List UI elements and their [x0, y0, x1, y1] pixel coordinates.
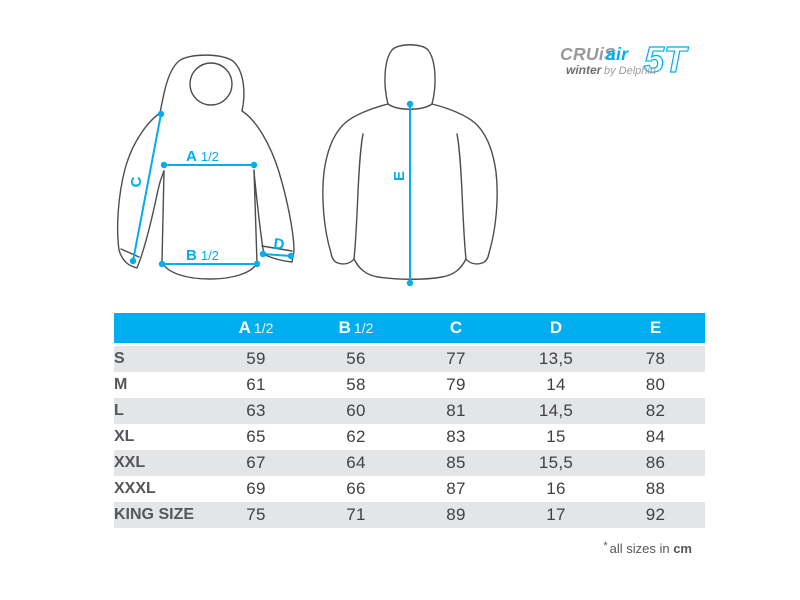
table-header-row: A 1/2 B 1/2 C D E [114, 313, 705, 346]
footnote-unit: cm [673, 541, 692, 556]
size-value-cell: 82 [645, 401, 666, 420]
measure-line-e: E [391, 100, 414, 287]
size-value-cell: 14,5 [538, 401, 574, 420]
size-value-cell: 83 [446, 427, 466, 446]
dimension-label-b: B 1/2 [186, 247, 219, 264]
size-row-label: S [114, 350, 125, 367]
size-value-cell: 60 [346, 401, 366, 420]
corner-header-cell [114, 313, 206, 346]
size-value-cell: 56 [346, 349, 366, 368]
measurement-diagram: A 1/2 B 1/2 C D E [116, 44, 498, 287]
size-value-cell: 67 [246, 453, 266, 472]
size-value-cell: 59 [246, 349, 266, 368]
dimension-label-c: C [128, 176, 145, 187]
size-value-cell: 13,5 [538, 349, 574, 368]
hood-opening [189, 62, 233, 106]
footnote-text: all sizes in [609, 541, 670, 556]
size-row-label: L [114, 402, 124, 419]
right-cuff-seam [261, 245, 293, 252]
size-value-cell: 61 [246, 375, 266, 394]
size-value-cell: 80 [645, 375, 666, 394]
size-value-cell: 62 [346, 427, 366, 446]
left-cuff-seam [120, 248, 140, 258]
size-value-cell: 14 [546, 375, 566, 394]
brand-logo: CRUiS air 5T winter by Delphin [560, 38, 690, 80]
size-value-cell: 58 [346, 375, 366, 394]
brand-tagline-winter: winter [566, 63, 603, 77]
size-table: A 1/2 B 1/2 C D E S 59 56 77 13,5 78 M 61 … [114, 313, 705, 528]
size-value-cell: 88 [645, 479, 666, 498]
size-value-cell: 89 [446, 505, 466, 524]
col-header-c: C [406, 313, 506, 346]
size-value-cell: 79 [446, 375, 466, 394]
col-header-d: D [506, 313, 606, 346]
table-row: KING SIZE 75 71 89 17 92 [114, 502, 705, 528]
measure-line-b: B 1/2 [158, 247, 261, 268]
size-value-cell: 86 [645, 453, 666, 472]
table-row: L 63 60 81 14,5 82 [114, 398, 705, 424]
measure-line-d: D [259, 235, 295, 260]
size-value-cell: 84 [645, 427, 666, 446]
col-header-e: E [606, 313, 705, 346]
size-value-cell: 92 [645, 505, 666, 524]
size-value-cell: 64 [346, 453, 366, 472]
size-value-cell: 63 [246, 401, 266, 420]
size-value-cell: 71 [346, 505, 366, 524]
size-row-label: M [114, 376, 128, 393]
brand-name-gray: CRUiS [560, 44, 616, 64]
size-value-cell: 81 [446, 401, 466, 420]
size-value-cell: 16 [546, 479, 566, 498]
size-row-label: XXXL [114, 480, 156, 497]
size-value-cell: 17 [546, 505, 566, 524]
dimension-label-a: A 1/2 [186, 148, 219, 165]
size-value-cell: 66 [346, 479, 366, 498]
front-jacket-drawing [116, 54, 295, 280]
units-footnote: * all sizes in cm [603, 540, 692, 556]
size-value-cell: 65 [246, 427, 266, 446]
table-row: XXXL 69 66 87 16 88 [114, 476, 705, 502]
size-value-cell: 69 [246, 479, 266, 498]
brand-badge-5t: 5T [644, 39, 689, 80]
table-row: XXL 67 64 85 15,5 86 [114, 450, 705, 476]
size-row-label: KING SIZE [114, 506, 195, 523]
size-value-cell: 78 [645, 349, 666, 368]
dimension-label-d: D [273, 235, 286, 253]
footnote-asterisk: * [603, 540, 608, 552]
col-header-a: A 1/2 [206, 313, 306, 346]
back-jacket-drawing [322, 44, 498, 280]
size-value-cell: 75 [246, 505, 266, 524]
size-value-cell: 15 [546, 427, 566, 446]
table-row: S 59 56 77 13,5 78 [114, 346, 705, 372]
measure-line-c: C [128, 110, 165, 265]
size-value-cell: 77 [446, 349, 466, 368]
brand-tagline-by-delphin: by Delphin [604, 65, 656, 77]
brand-name-cyan: air [606, 44, 629, 64]
measure-line-a: A 1/2 [160, 148, 258, 169]
size-value-cell: 15,5 [538, 453, 574, 472]
dimension-label-e: E [391, 171, 408, 181]
size-value-cell: 87 [446, 479, 466, 498]
table-row: XL 65 62 83 15 84 [114, 424, 705, 450]
col-header-b: B 1/2 [306, 313, 406, 346]
table-row: M 61 58 79 14 80 [114, 372, 705, 398]
size-row-label: XL [114, 428, 135, 445]
size-value-cell: 85 [446, 453, 466, 472]
size-row-label: XXL [114, 454, 146, 471]
